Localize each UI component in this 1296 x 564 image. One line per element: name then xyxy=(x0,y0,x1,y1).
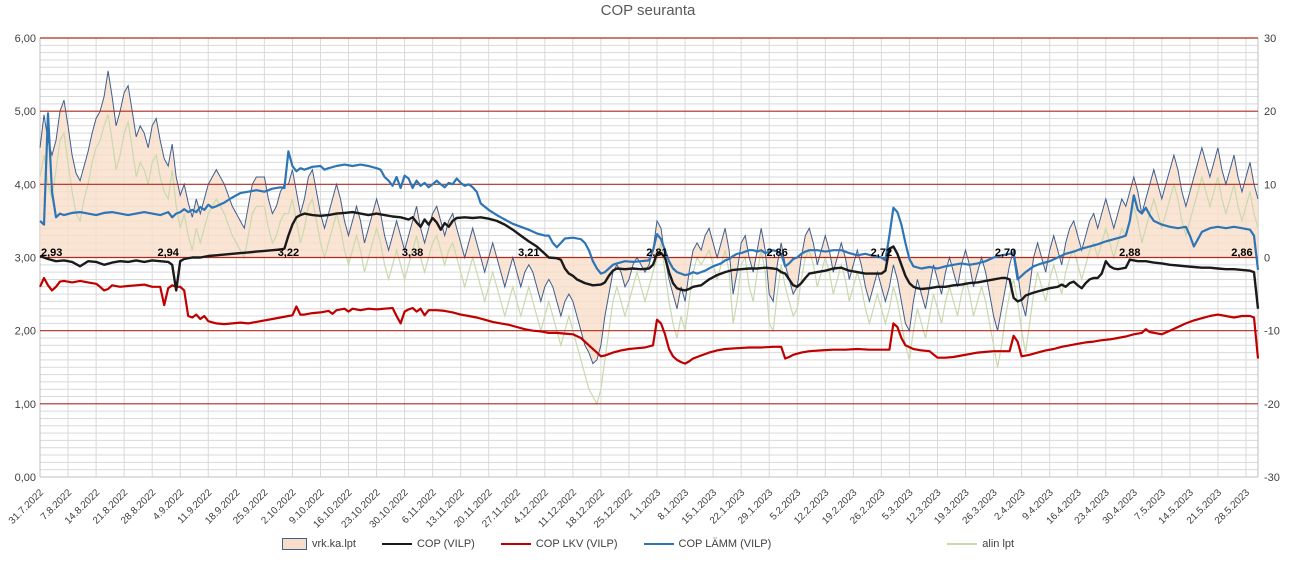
axis-label: 4,00 xyxy=(15,179,36,191)
axis-label: 10 xyxy=(1264,179,1276,191)
legend-label: vrk.ka.lpt xyxy=(311,538,356,550)
axis-label: 3,00 xyxy=(15,253,36,265)
series-cop-lamm-line xyxy=(39,112,1260,281)
data-label: 2,70 xyxy=(995,247,1016,259)
data-label: 2,93 xyxy=(41,247,62,259)
legend-item-vrk-ka-lpt: vrk.ka.lpt xyxy=(281,538,356,550)
chart-title: COP seuranta xyxy=(600,2,696,19)
data-label: 2,94 xyxy=(157,247,179,259)
legend-label: COP LKV (VILP) xyxy=(535,538,618,550)
legend-swatch-area xyxy=(281,538,307,550)
series-cop-line xyxy=(39,210,1260,309)
data-label: 2,72 xyxy=(871,247,892,259)
data-label: 2,88 xyxy=(1119,247,1140,259)
data-label: 2,81 xyxy=(646,247,667,259)
data-label: 3,22 xyxy=(278,247,299,259)
axis-label: -20 xyxy=(1264,399,1280,411)
axis-label: 1,00 xyxy=(15,399,36,411)
axis-label: 2,00 xyxy=(15,326,36,338)
legend-item-cop-l-mm-vilp: COP LÄMM (VILP) xyxy=(643,538,772,550)
data-label: 2,86 xyxy=(1231,247,1252,259)
legend-label: COP (VILP) xyxy=(416,538,475,550)
axis-label: 0 xyxy=(1264,253,1270,265)
legend-label: alin lpt xyxy=(982,538,1015,550)
legend-item-cop-vilp: COP (VILP) xyxy=(381,538,475,550)
series-cop-lkv-line xyxy=(38,276,1260,365)
legend-swatch-line xyxy=(381,543,412,545)
axis-label: 20 xyxy=(1264,106,1276,118)
chart-legend: vrk.ka.lpt COP (VILP) COP LKV (VILP) COP LÄ… xyxy=(0,538,1296,550)
legend-swatch-line xyxy=(643,543,674,545)
axis-label: 30 xyxy=(1264,33,1276,45)
axis-label: 0,00 xyxy=(15,472,36,484)
legend-swatch-line xyxy=(500,543,531,545)
data-label: 3,21 xyxy=(518,247,539,259)
data-label: 3,38 xyxy=(402,247,423,259)
legend-swatch-line xyxy=(947,543,978,545)
legend-item-alin-lpt: alin lpt xyxy=(947,538,1014,550)
series-vrk-ka-lpt-area xyxy=(40,70,1258,364)
axis-label: 6,00 xyxy=(15,33,36,45)
axis-label: 31.7.2022 xyxy=(7,487,47,527)
data-label: 2,86 xyxy=(766,247,787,259)
legend-label: COP LÄMM (VILP) xyxy=(678,538,772,550)
axis-label: -10 xyxy=(1264,326,1280,338)
axis-label: -30 xyxy=(1264,472,1280,484)
legend-item-cop-lkv-vilp: COP LKV (VILP) xyxy=(500,538,618,550)
axis-label: 5,00 xyxy=(15,106,36,118)
